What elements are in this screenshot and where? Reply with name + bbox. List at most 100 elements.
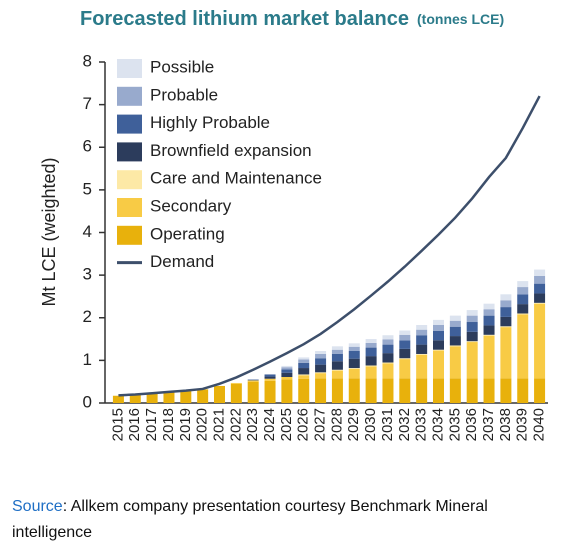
bar-segment [298, 374, 310, 376]
bar-segment [348, 358, 360, 369]
bar-segment [281, 376, 293, 380]
bar-segment [483, 378, 495, 403]
bar-segment [534, 303, 546, 379]
bar-segment [449, 336, 461, 346]
bar-segment [298, 368, 310, 375]
bar-segment [365, 366, 377, 379]
bar-segment [315, 364, 327, 373]
bar-segment [298, 378, 310, 403]
legend-swatch [117, 59, 142, 78]
bar-segment [281, 365, 293, 368]
bar-segment [449, 326, 461, 337]
bar-segment [264, 378, 276, 381]
bar-segment [433, 349, 444, 351]
y-tick-label: 8 [83, 51, 92, 70]
bar-segment [348, 346, 360, 351]
source-link[interactable]: Source [12, 498, 63, 515]
bar-segment [517, 294, 529, 305]
bar-segment [348, 378, 360, 403]
bar-segment [365, 378, 377, 403]
bar-segment [449, 378, 461, 403]
bar-segment [416, 344, 428, 354]
bar-segment [466, 331, 478, 342]
x-tick-label: 2034 [429, 408, 446, 441]
legend-swatch [117, 170, 142, 190]
x-tick-label: 2027 [312, 408, 329, 441]
bar-segment [449, 320, 461, 327]
bar-segment [281, 369, 293, 373]
x-tick-label: 2015 [109, 408, 126, 441]
bar-segment [365, 356, 377, 366]
bar-segment [416, 354, 428, 379]
y-tick-label: 3 [83, 265, 92, 284]
title: Forecasted lithium market balance [80, 8, 409, 30]
bar-segment [500, 307, 512, 317]
bar-segment [315, 378, 327, 403]
bar-segment [433, 350, 444, 379]
source: Source: Allkem company presentation cour… [12, 494, 572, 546]
legend-label: Operating [150, 224, 225, 243]
y-tick-label: 4 [83, 222, 92, 241]
bar-segment [315, 358, 327, 365]
bar-segment [315, 350, 327, 354]
bar-segment [399, 348, 411, 359]
x-tick-label: 2031 [379, 408, 396, 441]
demand-line [118, 95, 541, 397]
x-tick-label: 2021 [210, 408, 227, 441]
bar-segment [348, 368, 360, 379]
x-tick-label: 2036 [463, 408, 480, 441]
legend-label: Secondary [150, 196, 232, 215]
y-tick-label: 5 [83, 179, 92, 198]
bar-segment [331, 353, 343, 362]
bar-segment [534, 293, 546, 303]
bar-segment [483, 309, 495, 316]
bar-segment [331, 361, 343, 370]
bar-segment [449, 315, 461, 321]
bar-segment [230, 382, 242, 384]
y-tick-label: 6 [83, 137, 92, 156]
bar-segment [382, 353, 394, 363]
bar-segment [466, 322, 478, 332]
bar-segment [365, 339, 377, 343]
bar-segment [449, 346, 461, 379]
legend-label: Probable [150, 85, 218, 104]
legend-label: Demand [150, 252, 214, 271]
bar-segment [399, 378, 411, 403]
y-tick-label: 1 [83, 350, 92, 369]
bar-segment [416, 329, 428, 336]
x-tick-label: 2019 [177, 408, 194, 441]
bar-segment [163, 392, 175, 403]
bar-segment [348, 343, 360, 347]
legend-label: Highly Probable [150, 113, 270, 132]
bar-segment [298, 362, 310, 369]
x-tick-label: 2016 [126, 408, 143, 441]
bar-segment [416, 353, 428, 355]
x-tick-label: 2039 [514, 408, 531, 441]
bar-segment [466, 310, 478, 316]
bar-segment [483, 334, 495, 336]
bar-segment [331, 346, 343, 350]
x-tick-label: 2028 [328, 408, 345, 441]
legend-swatch [117, 114, 142, 134]
bar-segment [500, 378, 512, 403]
legend-label: Care and Maintenance [150, 169, 322, 188]
bar-segment [517, 287, 529, 295]
bar-segment [416, 324, 428, 330]
bar-segment [382, 362, 394, 364]
bar-segment [399, 359, 411, 379]
bar-segment [433, 378, 444, 403]
bar-segment [315, 353, 327, 359]
bar-segment [315, 372, 327, 374]
bar-segment [214, 385, 225, 403]
x-tick-label: 2033 [413, 408, 430, 441]
bar-segment [382, 344, 394, 354]
bar-segment [416, 335, 428, 345]
bar-segment [517, 281, 529, 288]
x-tick-label: 2022 [227, 408, 244, 441]
x-tick-label: 2037 [480, 408, 497, 441]
bar-segment [517, 304, 529, 314]
x-tick-label: 2025 [278, 408, 295, 441]
chart-title: Forecasted lithium market balance (tonnes… [80, 8, 504, 30]
bar-segment [483, 335, 495, 379]
